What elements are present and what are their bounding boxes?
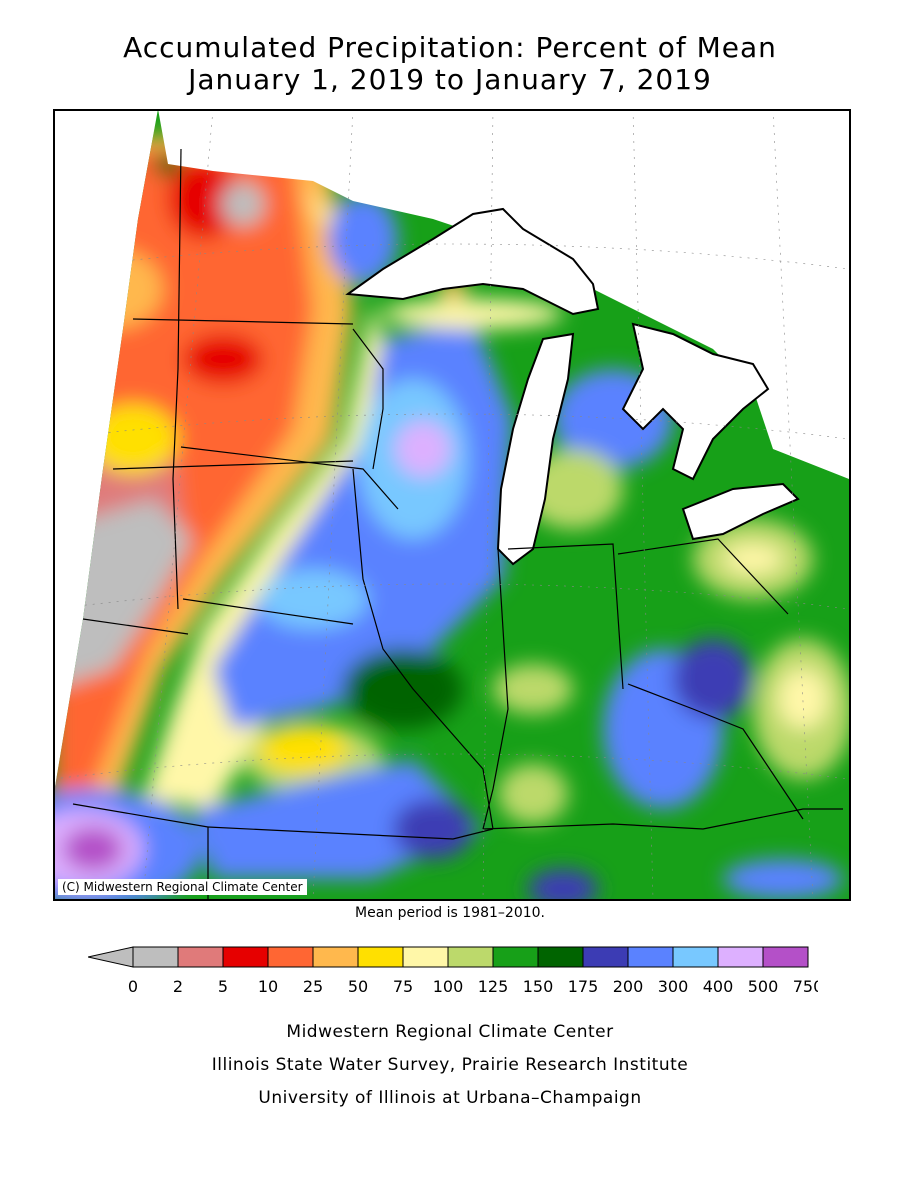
map-title-line-1: Accumulated Precipitation: Percent of Me…	[123, 31, 777, 64]
legend-labels: 02510255075100125150175200300400500750	[128, 977, 818, 996]
legend-swatch	[447, 946, 494, 968]
legend-swatch	[267, 946, 314, 968]
legend-tick-label: 100	[433, 977, 464, 996]
legend-swatch	[312, 946, 359, 968]
legend-swatch	[222, 946, 269, 968]
copyright-label: (C) Midwestern Regional Climate Center	[58, 879, 307, 895]
legend-tick-label: 175	[568, 977, 599, 996]
legend-tick-label: 10	[258, 977, 278, 996]
legend-tick-label: 2	[173, 977, 183, 996]
graticule	[53, 109, 849, 899]
legend-swatch	[717, 946, 764, 968]
legend-swatch	[582, 946, 629, 968]
legend-tick-label: 300	[658, 977, 689, 996]
legend-tick-label: 125	[478, 977, 509, 996]
legend-tick-label: 5	[218, 977, 228, 996]
legend-under-arrow	[88, 946, 134, 968]
legend-swatches	[132, 946, 809, 968]
precipitation-map	[53, 109, 849, 899]
legend-swatch	[402, 946, 449, 968]
legend-tick-label: 75	[393, 977, 413, 996]
mean-period-note: Mean period is 1981–2010.	[355, 905, 545, 921]
legend-swatch	[177, 946, 224, 968]
footer-line-3: University of Illinois at Urbana–Champai…	[258, 1088, 642, 1108]
legend-tick-label: 750	[793, 977, 818, 996]
legend-tick-label: 400	[703, 977, 734, 996]
legend-tick-label: 25	[303, 977, 323, 996]
map-title-line-2: January 1, 2019 to January 7, 2019	[188, 63, 712, 96]
legend-swatch	[627, 946, 674, 968]
footer-line-1: Midwestern Regional Climate Center	[286, 1022, 614, 1042]
great-lakes	[158, 109, 849, 566]
legend-tick-label: 50	[348, 977, 368, 996]
legend-swatch	[672, 946, 719, 968]
legend-swatch	[132, 946, 179, 968]
footer-line-2: Illinois State Water Survey, Prairie Res…	[211, 1055, 689, 1075]
legend-tick-label: 0	[128, 977, 138, 996]
legend-swatch	[537, 946, 584, 968]
legend-swatch	[357, 946, 404, 968]
legend-swatch	[762, 946, 809, 968]
precipitation-field	[53, 109, 849, 899]
legend-swatch	[492, 946, 539, 968]
legend-tick-label: 200	[613, 977, 644, 996]
legend-tick-label: 150	[523, 977, 554, 996]
color-legend: 02510255075100125150175200300400500750	[88, 946, 818, 996]
legend-tick-label: 500	[748, 977, 779, 996]
